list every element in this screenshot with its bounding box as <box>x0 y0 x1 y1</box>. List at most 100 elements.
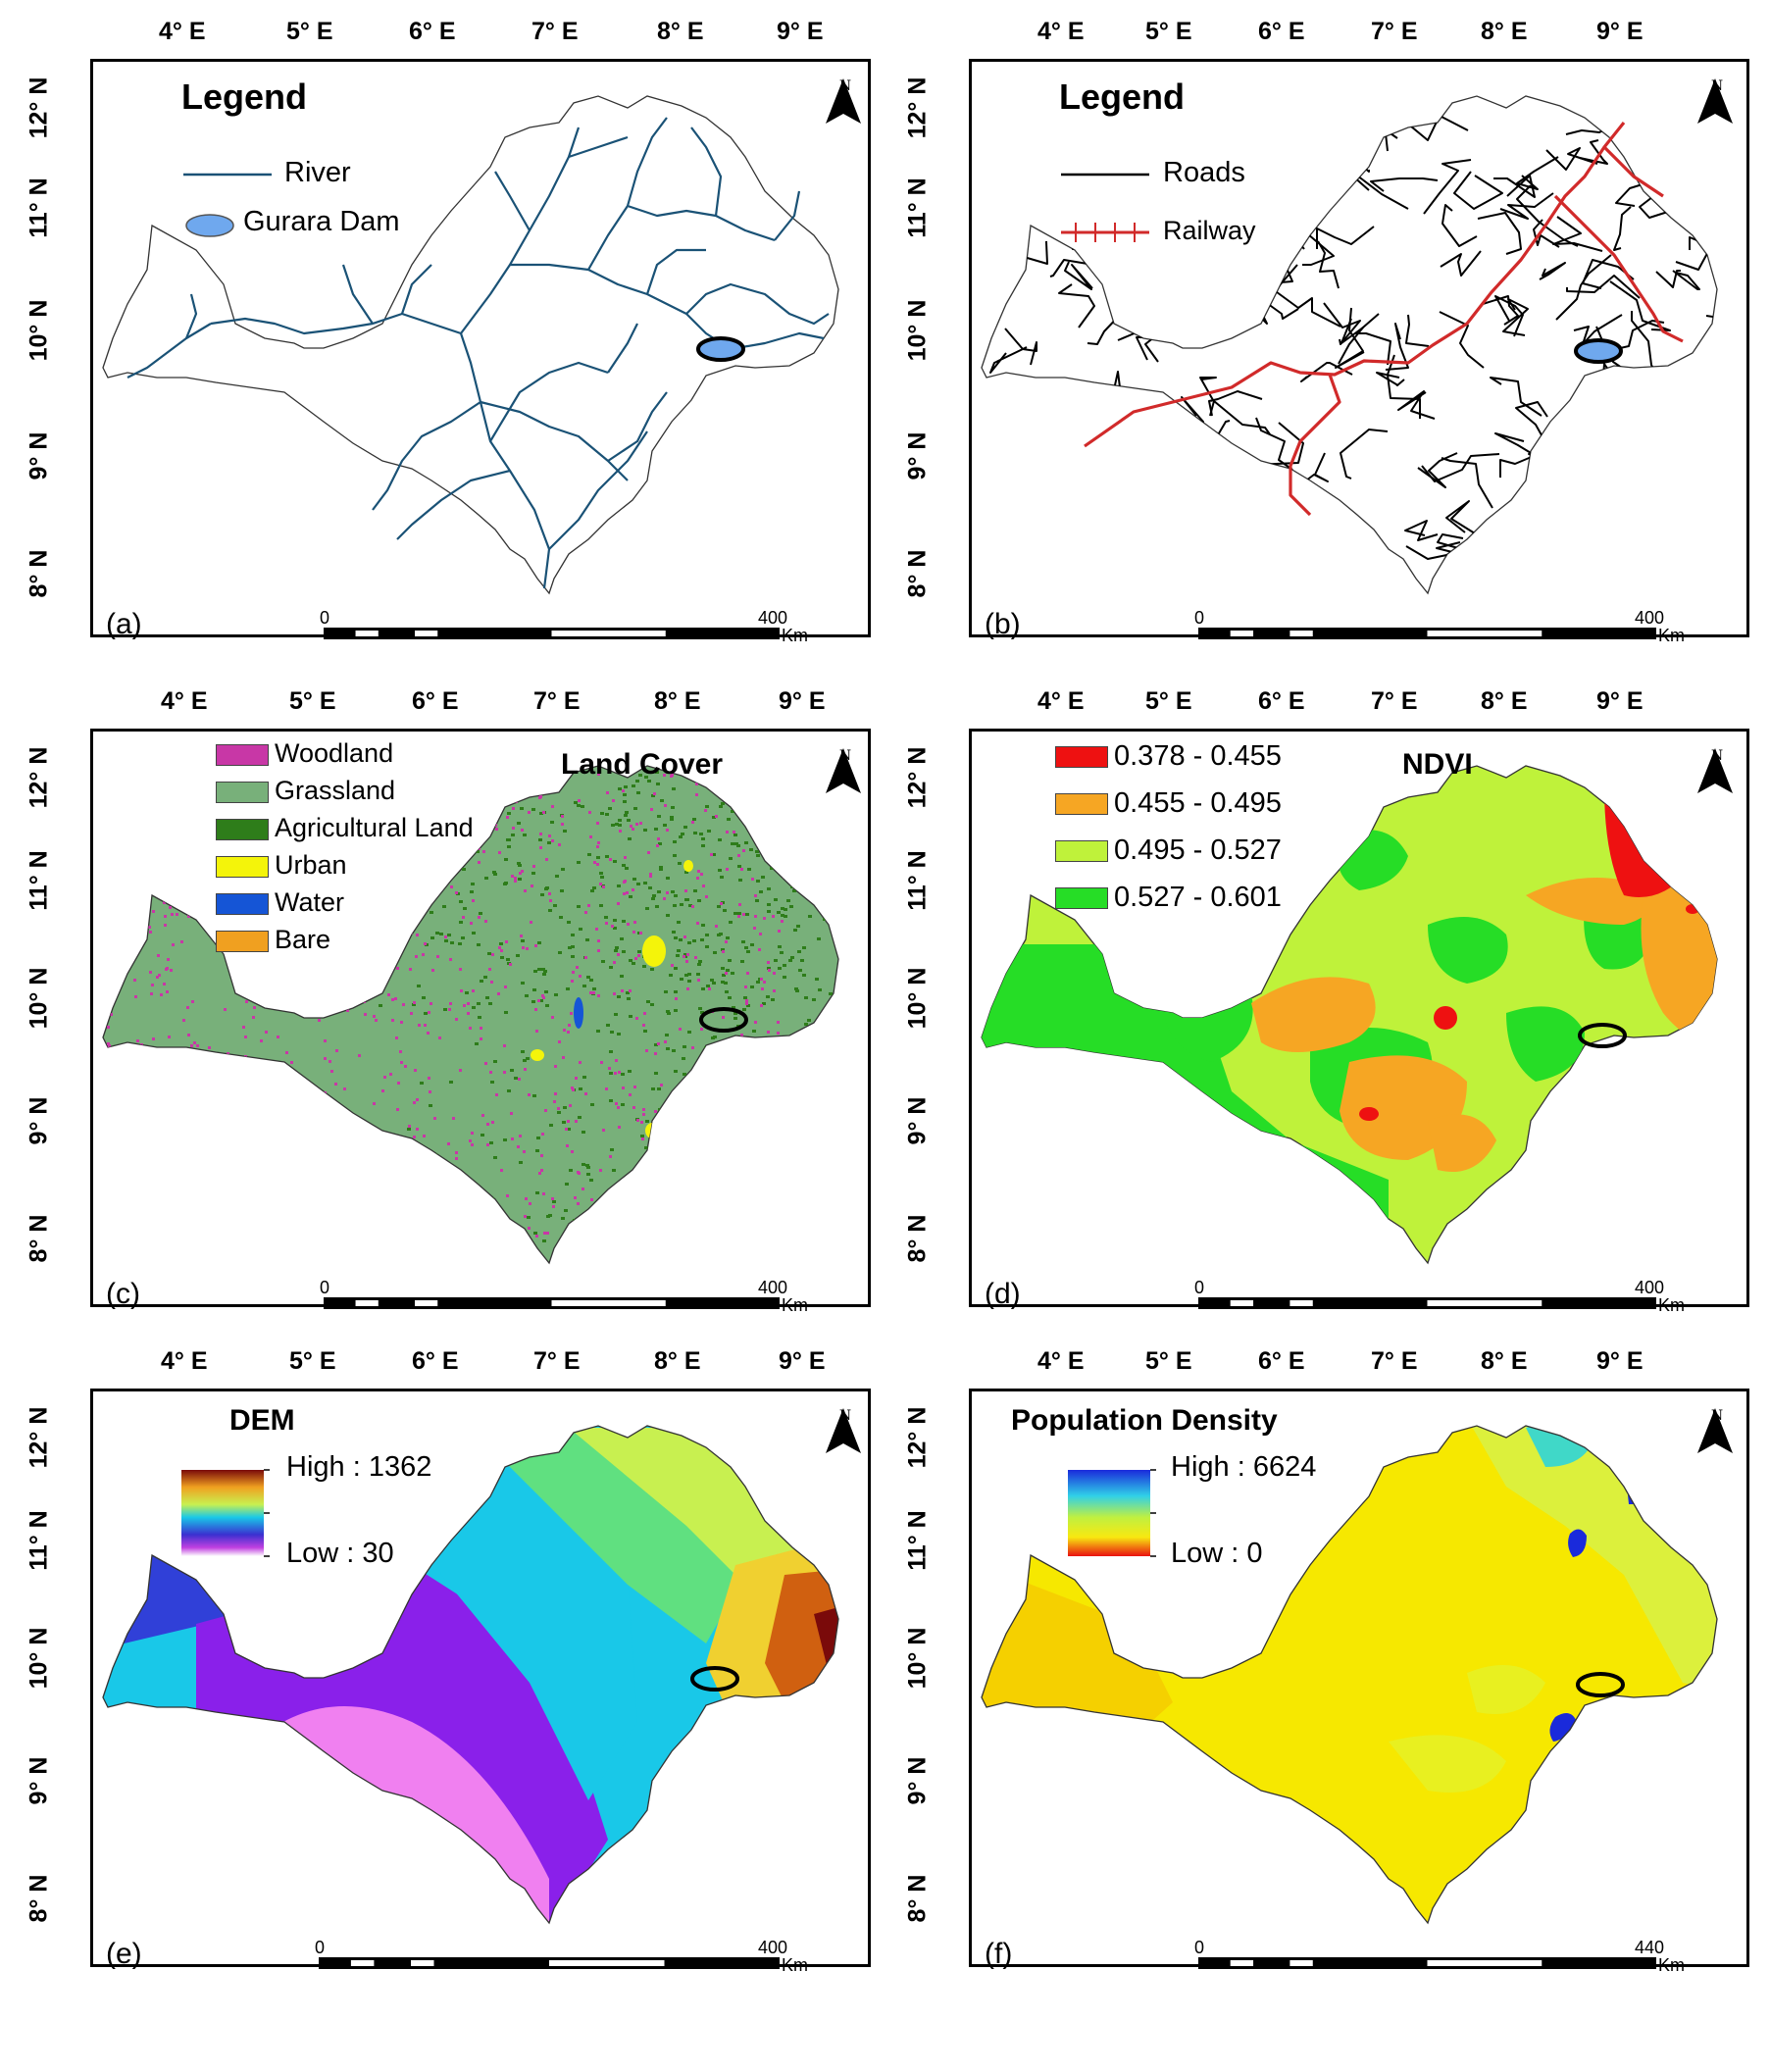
agricultural-cell <box>666 914 670 917</box>
agricultural-cell <box>627 819 631 822</box>
woodland-cell <box>497 992 500 995</box>
woodland-cell <box>330 1070 333 1073</box>
agricultural-cell <box>674 936 678 939</box>
woodland-cell <box>534 1008 537 1011</box>
woodland-cell <box>635 1017 638 1020</box>
railway-path <box>1084 122 1626 448</box>
river-segment <box>568 135 629 159</box>
agricultural-cell <box>518 864 522 867</box>
woodland-cell <box>245 1000 248 1003</box>
agricultural-cell <box>506 838 510 841</box>
woodland-cell <box>582 1188 584 1190</box>
agricultural-cell <box>701 987 705 990</box>
agricultural-cell <box>692 939 696 942</box>
longitude-label: 8° E <box>657 18 704 45</box>
woodland-cell <box>530 921 532 924</box>
agricultural-cell <box>650 1003 654 1006</box>
agricultural-cell <box>504 858 508 861</box>
panel-label: (f) <box>985 1938 1013 1970</box>
pop-high-label: High : 6624 <box>1171 1451 1317 1483</box>
woodland-cell <box>381 1089 384 1092</box>
woodland-cell <box>158 974 161 977</box>
agricultural-cell <box>829 992 833 995</box>
agricultural-cell <box>461 936 465 939</box>
agricultural-cell <box>561 1217 565 1220</box>
agricultural-cell <box>379 1004 382 1007</box>
agricultural-cell <box>733 912 737 915</box>
scale-unit-label: Km <box>1658 1295 1685 1315</box>
woodland-cell <box>636 1119 639 1122</box>
woodland-cell <box>172 943 175 946</box>
road-segment <box>1439 311 1485 369</box>
woodland-cell <box>744 985 747 988</box>
road-segment <box>1272 288 1341 328</box>
agricultural-cell <box>718 838 722 841</box>
woodland-cell <box>408 1125 411 1128</box>
river-segment <box>607 323 638 374</box>
woodland-cell <box>168 1036 171 1038</box>
agricultural-cell <box>472 932 476 935</box>
agricultural-cell <box>651 897 655 900</box>
woodland-cell <box>488 968 491 971</box>
agricultural-cell <box>678 862 682 865</box>
woodland-cell <box>387 993 390 996</box>
dem-darkred-peak <box>814 1594 838 1742</box>
longitude-label: 4° E <box>1037 18 1085 45</box>
woodland-cell <box>523 1150 526 1153</box>
longitude-label: 6° E <box>409 18 456 45</box>
agricultural-cell <box>555 875 559 878</box>
agricultural-cell <box>804 996 808 999</box>
agricultural-cell <box>578 1116 582 1119</box>
longitude-label: 4° E <box>1037 1347 1085 1375</box>
gurara-dam-outline <box>690 1666 739 1692</box>
scale-end-label: 440 <box>1635 1938 1665 1957</box>
woodland-cell <box>521 829 524 832</box>
agricultural-cell <box>589 979 593 982</box>
woodland-cell <box>500 1169 503 1172</box>
agricultural-cell <box>733 1017 737 1020</box>
agricultural-cell <box>484 877 488 880</box>
woodland-cell <box>396 1108 399 1111</box>
scale-end-label: 400 <box>758 1938 788 1957</box>
agricultural-cell <box>622 864 626 867</box>
woodland-cell <box>599 883 602 885</box>
agricultural-cell <box>605 813 609 816</box>
woodland-cell <box>290 1061 293 1064</box>
agricultural-cell <box>544 990 548 993</box>
woodland-cell <box>512 827 515 830</box>
legend-swatch <box>216 856 269 878</box>
agricultural-cell <box>724 982 728 985</box>
woodland-cell <box>657 837 660 840</box>
agricultural-cell <box>750 943 754 946</box>
agricultural-cell <box>517 862 521 865</box>
agricultural-cell <box>635 780 639 783</box>
agricultural-cell <box>719 805 723 808</box>
agricultural-cell <box>477 943 480 946</box>
woodland-cell <box>535 1235 538 1238</box>
river-segment <box>607 391 668 462</box>
agricultural-cell <box>422 996 426 999</box>
woodland-cell <box>627 923 630 926</box>
agricultural-cell <box>548 909 552 912</box>
woodland-cell <box>650 808 653 811</box>
agricultural-cell <box>564 1209 568 1212</box>
woodland-cell <box>509 963 512 966</box>
woodland-cell <box>108 1044 111 1047</box>
woodland-cell <box>654 1052 657 1055</box>
agricultural-cell <box>613 860 617 863</box>
agricultural-cell <box>784 915 787 918</box>
woodland-cell <box>684 889 687 892</box>
woodland-cell <box>186 1006 189 1009</box>
woodland-cell <box>110 1013 113 1016</box>
agricultural-cell <box>786 899 790 902</box>
woodland-cell <box>504 985 507 988</box>
agricultural-cell <box>412 1003 416 1006</box>
woodland-cell <box>396 967 399 970</box>
woodland-cell <box>193 1041 196 1044</box>
woodland-cell <box>285 1051 288 1054</box>
woodland-cell <box>448 1008 451 1011</box>
woodland-cell <box>163 901 166 904</box>
agricultural-cell <box>614 949 618 952</box>
agricultural-cell <box>713 951 717 954</box>
railway-path <box>1289 374 1341 517</box>
